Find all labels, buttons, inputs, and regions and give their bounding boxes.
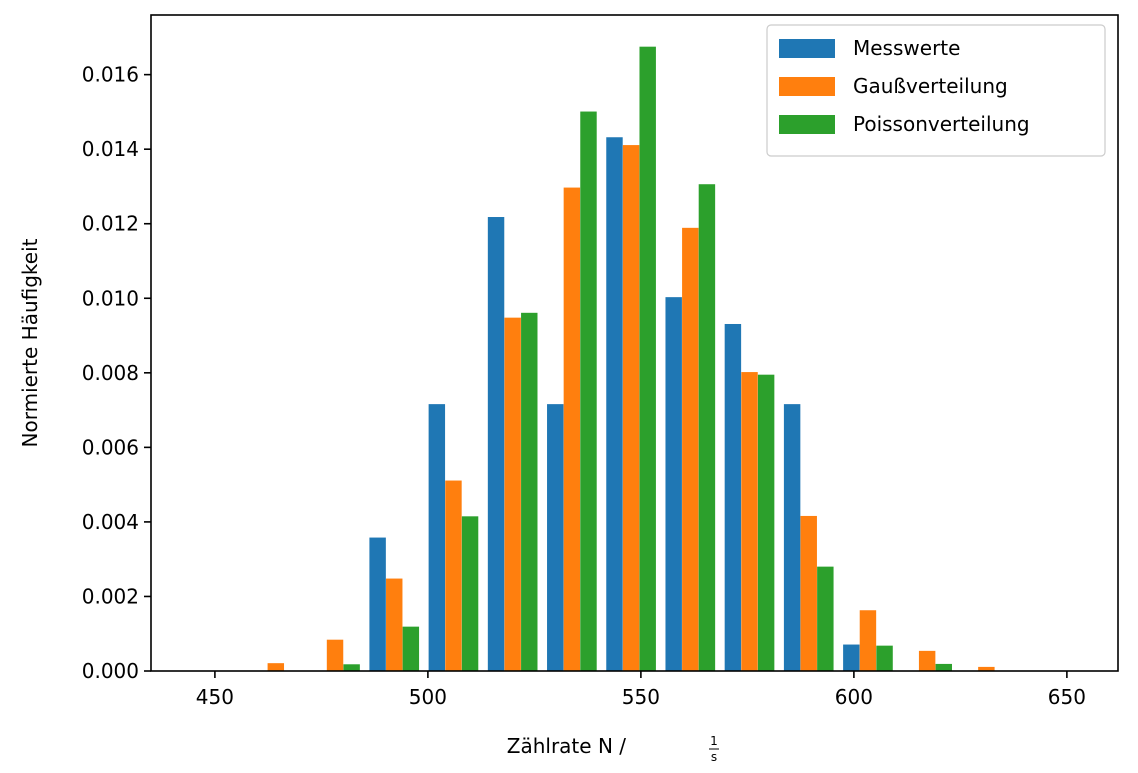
bar-0-9 <box>724 323 742 671</box>
y-tick-label: 0.000 <box>82 659 139 683</box>
bar-2-2 <box>343 664 360 671</box>
bar-1-11 <box>859 610 877 671</box>
bar-2-8 <box>698 184 716 671</box>
bar-0-10 <box>783 404 801 671</box>
bar-1-10 <box>800 515 817 671</box>
bar-2-6 <box>580 111 597 672</box>
y-axis-ticks: 0.000 0.002 0.004 0.006 0.008 0.010 0.012 0.014… <box>82 63 151 683</box>
legend-swatch-2 <box>779 115 835 134</box>
bar-2-5 <box>521 312 538 671</box>
y-tick-label: 0.014 <box>82 137 139 161</box>
x-tick-label: 600 <box>835 685 873 709</box>
legend-label-0: Messwerte <box>853 36 960 60</box>
legend: Messwerte Gaußverteilung Poissonverteilung <box>766 24 1106 157</box>
x-tick-label: 550 <box>622 685 660 709</box>
bar-0-7 <box>606 137 623 671</box>
x-axis-unit-numerator: 1 <box>710 734 718 748</box>
x-tick-label: 450 <box>196 685 234 709</box>
plot-frame <box>150 14 1119 672</box>
bar-1-7 <box>622 145 640 671</box>
x-tick-label: 500 <box>409 685 447 709</box>
bar-1-4 <box>445 480 462 671</box>
y-tick-label: 0.012 <box>82 212 139 236</box>
bar-2-11 <box>876 645 893 671</box>
bar-1-2 <box>326 639 344 671</box>
legend-swatch-0 <box>779 39 835 58</box>
y-tick-label: 0.010 <box>82 286 139 310</box>
bar-1-9 <box>741 372 758 671</box>
bar-1-3 <box>386 578 403 671</box>
bar-0-11 <box>843 644 860 671</box>
bar-0-3 <box>369 537 386 671</box>
bar-2-7 <box>639 46 656 672</box>
y-tick-label: 0.008 <box>82 361 139 385</box>
bar-1-8 <box>682 227 699 671</box>
legend-box <box>766 24 1106 157</box>
y-tick-label: 0.016 <box>82 63 139 87</box>
bar-0-6 <box>547 404 564 671</box>
bar-1-1 <box>267 663 285 671</box>
bar-0-4 <box>428 404 446 671</box>
bar-2-9 <box>757 374 775 671</box>
x-axis-ticks: 450 500 550 600 650 <box>196 671 1086 709</box>
y-tick-label: 0.002 <box>82 584 139 608</box>
y-axis-label: Normierte Häufigkeit <box>18 238 42 447</box>
legend-entries: Messwerte Gaußverteilung Poissonverteilung <box>779 36 1030 136</box>
legend-label-2: Poissonverteilung <box>853 112 1030 136</box>
bar-2-12 <box>935 663 952 671</box>
x-tick-label: 650 <box>1048 685 1086 709</box>
bar-2-4 <box>461 516 479 671</box>
bar-2-3 <box>402 626 420 671</box>
bars-group <box>267 46 995 672</box>
bar-1-6 <box>563 187 581 671</box>
legend-label-1: Gaußverteilung <box>853 74 1008 98</box>
bar-2-10 <box>817 566 834 671</box>
x-axis-label: Zählrate N / <box>507 734 626 758</box>
bar-0-8 <box>665 297 682 671</box>
bar-1-13 <box>978 666 995 671</box>
y-tick-label: 0.004 <box>82 510 139 534</box>
bar-1-5 <box>504 317 521 671</box>
legend-swatch-1 <box>779 77 835 96</box>
x-axis-unit-fraction: 1 s <box>709 734 719 764</box>
bar-0-5 <box>487 217 505 671</box>
x-axis-unit-denominator: s <box>711 750 717 764</box>
bar-1-12 <box>918 650 936 671</box>
y-tick-label: 0.006 <box>82 435 139 459</box>
